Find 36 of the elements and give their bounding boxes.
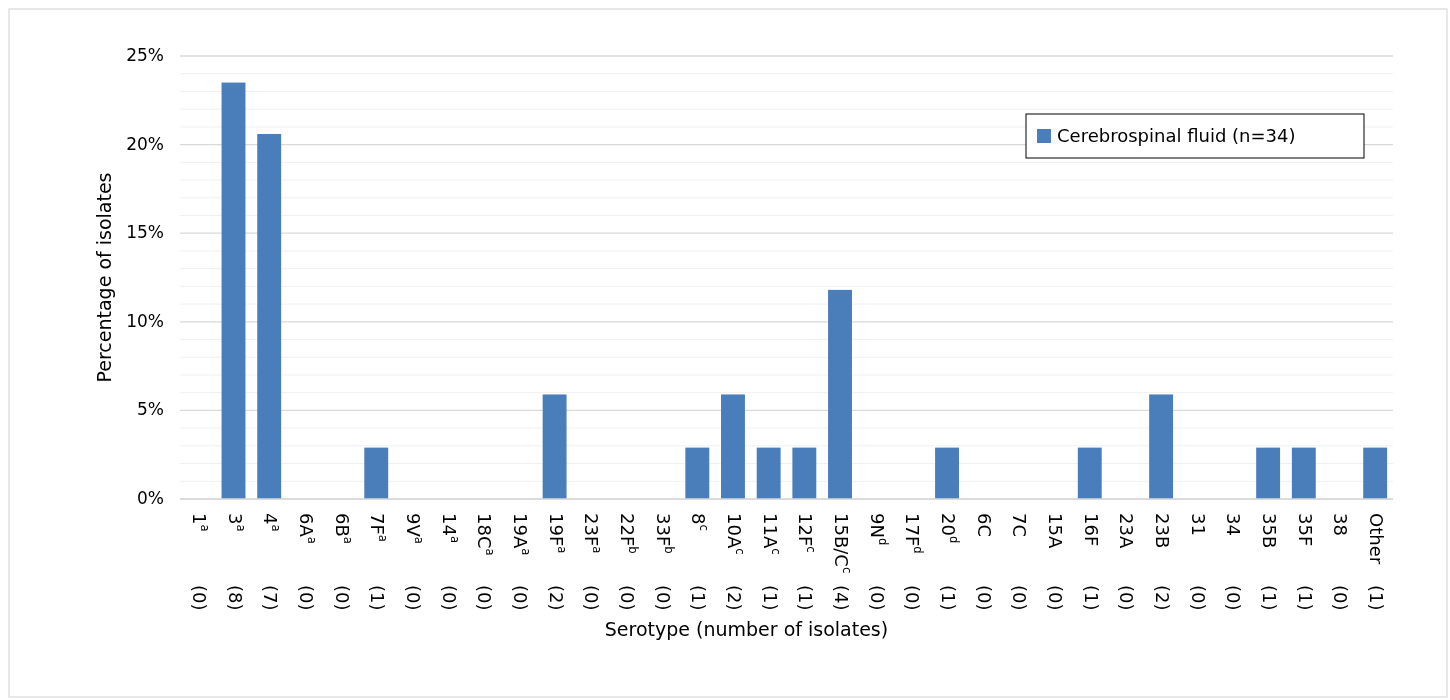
bar [1363, 447, 1388, 499]
category-label: 34 (0) [1223, 513, 1245, 611]
bar [1077, 447, 1102, 499]
bar [1149, 394, 1174, 499]
category-label: 7C (0) [1009, 513, 1031, 611]
category-label: 23B (2) [1152, 513, 1174, 611]
y-tick-label: 10% [126, 310, 164, 331]
category-label: 23A (0) [1116, 513, 1138, 611]
bar [364, 447, 389, 499]
y-tick-label: 5% [137, 399, 164, 420]
y-tick-label: 0% [137, 488, 164, 508]
x-tick-label: Other (1) [1366, 513, 1388, 611]
category-label: 31 (0) [1187, 513, 1209, 611]
bar [721, 394, 745, 499]
legend-label: Cerebrospinal fluid (n=34) [1057, 125, 1296, 146]
category-label: 16F (1) [1080, 513, 1102, 611]
category-label: 38 (0) [1330, 513, 1352, 611]
bar [1256, 447, 1281, 499]
category-label: 6C (0) [973, 513, 995, 611]
y-tick-label: 25% [126, 45, 164, 65]
y-axis-title: Percentage of isolates [92, 172, 115, 383]
x-axis-title: Serotype (number of isolates) [604, 618, 889, 640]
bar [257, 133, 282, 499]
bar [685, 447, 710, 499]
bar [828, 289, 852, 499]
bar [756, 447, 781, 499]
bar [1291, 447, 1316, 499]
bar [221, 82, 246, 499]
y-tick-label: 15% [126, 222, 164, 243]
bar [935, 447, 959, 499]
bar [542, 394, 567, 499]
category-label: 35F (1) [1294, 513, 1316, 611]
bar [792, 447, 817, 499]
category-label: 15A (0) [1045, 513, 1067, 611]
category-label: 35B (1) [1259, 513, 1281, 611]
y-tick-label: 20% [126, 133, 164, 154]
